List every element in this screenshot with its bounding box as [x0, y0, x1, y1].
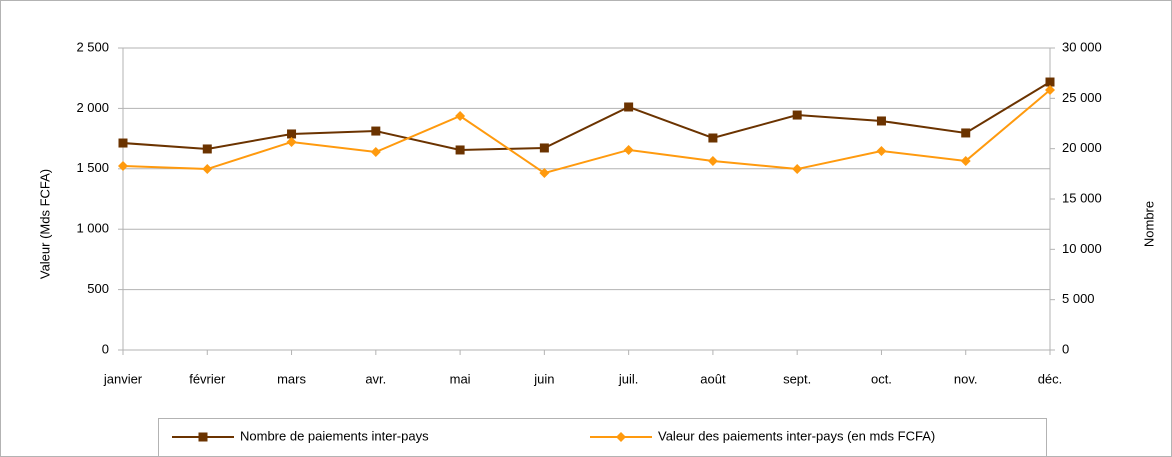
data-point: [371, 126, 381, 136]
y2-axis-title: Nombre: [1141, 201, 1156, 247]
data-point: [624, 102, 634, 112]
y2-tick-label: 5 000: [1062, 291, 1095, 306]
x-tick-label: juin: [533, 371, 554, 386]
x-tick-label: déc.: [1038, 371, 1063, 386]
data-point: [539, 143, 549, 153]
y2-tick-label: 10 000: [1062, 241, 1102, 256]
data-point: [876, 146, 887, 157]
y-tick-label: 2 000: [76, 100, 109, 115]
data-point: [1045, 77, 1055, 87]
data-point: [370, 147, 381, 158]
data-point: [202, 164, 213, 175]
data-point: [202, 144, 212, 154]
y-tick-label: 2 500: [76, 39, 109, 54]
data-point: [118, 138, 128, 148]
data-point: [960, 155, 971, 166]
x-tick-label: janvier: [103, 371, 143, 386]
data-point: [118, 161, 128, 172]
x-tick-label: mai: [450, 371, 471, 386]
data-point: [961, 128, 971, 138]
data-point: [792, 110, 802, 120]
data-point: [707, 155, 718, 166]
x-tick-label: août: [700, 371, 726, 386]
data-point: [1045, 85, 1055, 96]
data-point: [623, 144, 634, 155]
data-point: [708, 133, 718, 143]
x-tick-label: juil.: [618, 371, 639, 386]
y-axis-title: Valeur (Mds FCFA): [37, 169, 52, 279]
series-line: [122, 89, 1051, 175]
data-point: [539, 168, 550, 179]
data-point: [286, 136, 297, 147]
data-point: [792, 164, 803, 175]
data-point: [876, 116, 886, 126]
y2-tick-label: 20 000: [1062, 140, 1102, 155]
y-tick-label: 1 500: [76, 160, 109, 175]
data-point: [287, 129, 297, 139]
y2-tick-label: 0: [1062, 341, 1069, 356]
x-tick-label: sept.: [783, 371, 811, 386]
x-tick-label: nov.: [954, 371, 978, 386]
legend-label: Valeur des paiements inter-pays (en mds …: [658, 428, 935, 443]
data-point: [455, 111, 466, 122]
y-tick-label: 1 000: [76, 221, 109, 236]
x-tick-label: février: [189, 371, 226, 386]
legend-label: Nombre de paiements inter-pays: [240, 428, 429, 443]
x-tick-label: avr.: [365, 371, 386, 386]
legend-marker: [198, 432, 208, 442]
y-tick-label: 500: [87, 281, 109, 296]
y2-tick-label: 15 000: [1062, 190, 1102, 205]
legend-marker: [616, 432, 626, 442]
x-tick-label: mars: [277, 371, 306, 386]
data-point: [455, 145, 465, 155]
y2-tick-label: 30 000: [1062, 39, 1102, 54]
x-tick-label: oct.: [871, 371, 892, 386]
y2-tick-label: 25 000: [1062, 90, 1102, 105]
series-line: [122, 81, 1051, 151]
y-tick-label: 0: [102, 341, 109, 356]
